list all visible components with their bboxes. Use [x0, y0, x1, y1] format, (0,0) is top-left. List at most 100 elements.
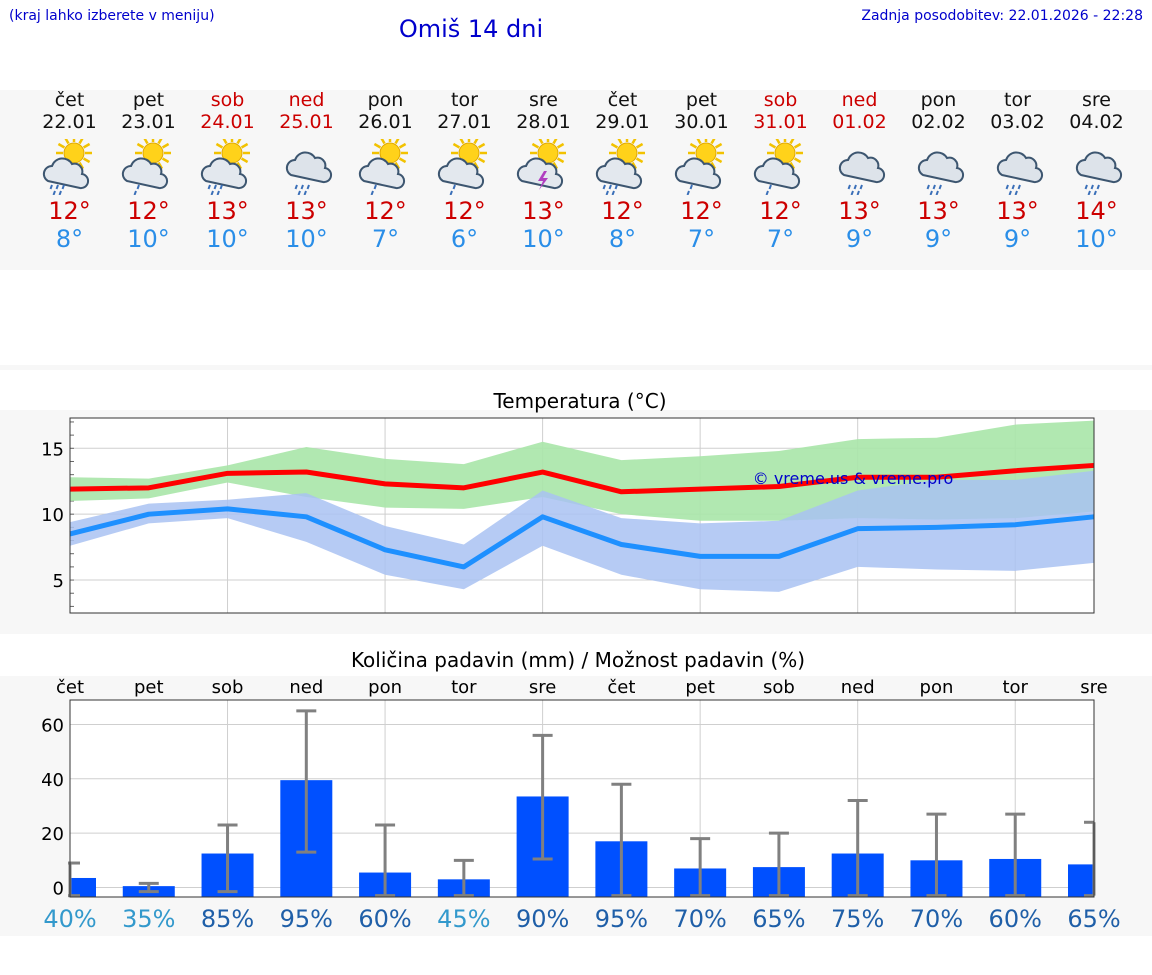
- x-category-label: sre: [529, 677, 556, 698]
- x-category-label: ned: [289, 677, 323, 698]
- max-temp: 14°: [1075, 197, 1118, 225]
- precip-probability-label: 75%: [831, 905, 884, 933]
- sun-thunder-icon: [516, 139, 566, 190]
- day-date: 30.01: [674, 111, 729, 133]
- day-name: sre: [1082, 89, 1111, 111]
- day-date: 27.01: [437, 111, 492, 133]
- day-name: ned: [288, 89, 325, 111]
- day-column: ned 01.02 13° 9°: [820, 89, 899, 254]
- daily-forecast-panel: čet 22.01 12° 8° pet 23.01 12° 10° sob 24.01 13° 10…: [0, 90, 1152, 270]
- chart-title: Temperatura (°C): [492, 389, 666, 413]
- day-column: tor 03.02 13° 9°: [978, 90, 1057, 254]
- min-temp: 8°: [608, 225, 637, 253]
- day-name: čet: [607, 89, 638, 111]
- max-temp: 13°: [206, 197, 249, 225]
- day-column: čet 29.01 12° 8°: [583, 89, 662, 254]
- precip-probability-label: 35%: [122, 905, 175, 933]
- day-name: sob: [210, 89, 245, 111]
- day-name: tor: [451, 89, 478, 111]
- day-date: 02.02: [911, 111, 966, 133]
- precip-probability-label: 60%: [358, 905, 411, 933]
- min-temp-line: [69, 506, 1095, 570]
- day-date: 01.02: [832, 111, 887, 133]
- day-date: 29.01: [595, 111, 650, 133]
- max-temp: 12°: [127, 197, 170, 225]
- precip-probability-label: 90%: [516, 905, 569, 933]
- day-column: sob 24.01 13° 10°: [188, 89, 267, 254]
- location-menu-hint[interactable]: (kraj lahko izberete v meniju): [9, 8, 215, 24]
- min-temp: 7°: [766, 225, 795, 253]
- cloud-rain-icon: [1075, 151, 1122, 195]
- sun-cloud-rain-icon: [200, 139, 250, 195]
- day-name: pon: [367, 89, 404, 111]
- day-date: 25.01: [279, 111, 334, 133]
- max-temp: 13°: [996, 197, 1039, 225]
- day-date: 28.01: [516, 111, 571, 133]
- day-column: čet 22.01 12° 8°: [30, 89, 109, 254]
- day-date: 26.01: [358, 111, 413, 133]
- precip-probability-label: 45%: [437, 905, 490, 933]
- day-column: pon 02.02 13° 9°: [899, 90, 978, 254]
- sun-cloud-light-rain-icon: [121, 139, 171, 195]
- day-name: sre: [529, 89, 558, 111]
- day-column: sob 31.01 12° 7°: [741, 89, 820, 254]
- precip-probability-label: 95%: [595, 905, 648, 933]
- cloud-rain-icon: [285, 151, 332, 195]
- precip-probability-label: 70%: [910, 905, 963, 933]
- x-category-label: tor: [1002, 677, 1028, 698]
- max-temp: 12°: [601, 197, 644, 225]
- y-tick-label: 15: [41, 439, 64, 460]
- max-temp: 13°: [917, 197, 960, 225]
- watermark: © vreme.us & vreme.pro: [753, 469, 954, 488]
- sun-cloud-light-rain-icon: [358, 139, 408, 195]
- panel-divider: [0, 365, 1152, 370]
- last-update-label: Zadnja posodobitev: 22.01.2026 - 22:28: [861, 8, 1143, 24]
- sun-cloud-light-rain-icon: [437, 139, 487, 195]
- day-column: sre 04.02 14° 10°: [1057, 89, 1136, 254]
- day-name: pet: [685, 89, 718, 111]
- max-temp: 13°: [285, 197, 328, 225]
- day-date: 03.02: [990, 111, 1045, 133]
- day-date: 04.02: [1069, 111, 1124, 133]
- max-temp-range-band: [70, 420, 1094, 521]
- min-temp: 6°: [450, 225, 479, 253]
- day-column: pet 23.01 12° 10°: [109, 90, 188, 254]
- max-temp: 13°: [522, 197, 565, 225]
- plot-frame: [69, 417, 1095, 614]
- page-title: Omiš 14 dni: [398, 15, 544, 43]
- min-temp: 10°: [127, 225, 170, 253]
- day-name: ned: [841, 89, 878, 111]
- precip-probability-label: 65%: [1067, 905, 1120, 933]
- y-tick-label: 20: [41, 824, 64, 845]
- cloud-rain-icon: [996, 151, 1043, 195]
- min-temp: 7°: [687, 225, 716, 253]
- y-tick-label: 0: [53, 878, 64, 899]
- precip-probability-label: 95%: [280, 905, 333, 933]
- max-temp-line: [69, 462, 1095, 495]
- precip-probability-label: 60%: [989, 905, 1042, 933]
- plot-frame: [69, 699, 1095, 898]
- day-column: tor 27.01 12° 6°: [425, 89, 504, 254]
- sun-cloud-rain-icon: [42, 139, 92, 195]
- day-column: pon 26.01 12° 7°: [346, 89, 425, 254]
- min-temp: 9°: [1003, 225, 1032, 253]
- day-name: sob: [763, 89, 798, 111]
- min-temp: 10°: [206, 225, 249, 253]
- max-temp: 12°: [680, 197, 723, 225]
- x-category-label: čet: [607, 677, 635, 698]
- sun-cloud-light-rain-icon: [753, 139, 803, 195]
- min-temp: 9°: [924, 225, 953, 253]
- max-temp: 12°: [48, 197, 91, 225]
- x-category-label: sob: [763, 677, 795, 698]
- min-temp: 10°: [1075, 225, 1118, 253]
- day-column: sre 28.01 13° 10°: [504, 89, 583, 254]
- precip-bar: [1068, 864, 1094, 897]
- x-category-label: pon: [368, 677, 402, 698]
- y-tick-label: 10: [41, 505, 64, 526]
- precip-bar: [70, 877, 96, 897]
- day-name: čet: [54, 89, 85, 111]
- precipitation-chart: Količina padavin (mm) / Možnost padavin …: [41, 648, 1121, 933]
- cloud-rain-icon: [917, 151, 964, 195]
- day-date: 22.01: [42, 111, 97, 133]
- x-category-label: pet: [685, 677, 715, 698]
